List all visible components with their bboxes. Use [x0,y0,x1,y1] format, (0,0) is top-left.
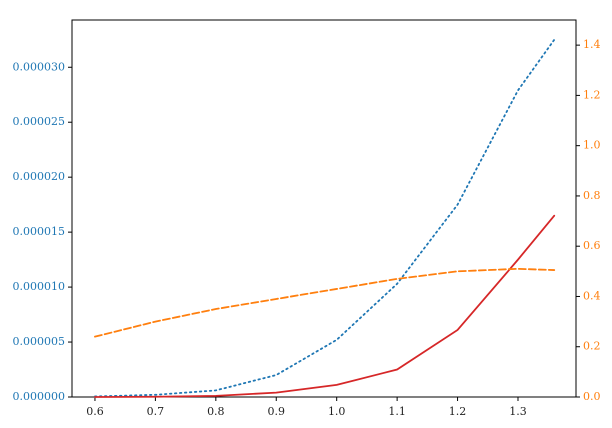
x-tick-label: 0.8 [207,405,225,418]
x-tick-label: 1.3 [509,405,527,418]
plot-frame [71,19,577,398]
y2-tick-label: 0.2 [583,340,601,353]
y2-tick-label: 0.8 [583,189,601,202]
x-tick-label: 1.1 [388,405,406,418]
x-tick-label: 0.9 [268,405,286,418]
series-line [94,38,556,398]
y2-tick-label: 1.2 [583,88,601,101]
y-tick-label: 0.000000 [13,390,66,403]
y2-tick-label: 1.4 [583,38,601,51]
y2-tick-label: 0.4 [583,289,601,302]
y-tick-label: 0.000020 [13,170,66,183]
y-tick-label: 0.000005 [13,335,66,348]
x-tick-label: 0.6 [86,405,104,418]
series-line [94,214,556,398]
y-tick-label: 0.000015 [13,225,66,238]
y2-tick-label: 0.6 [583,239,601,252]
x-tick-label: 1.0 [328,405,346,418]
x-tick-label: 1.2 [449,405,467,418]
y-tick-label: 0.000025 [13,115,66,128]
y2-tick-label: 1.0 [583,139,601,152]
x-tick-label: 0.7 [147,405,165,418]
y-tick-label: 0.000030 [13,60,66,73]
series-line [94,267,556,338]
y-tick-label: 0.000010 [13,280,66,293]
y2-tick-label: 0.0 [583,390,601,403]
